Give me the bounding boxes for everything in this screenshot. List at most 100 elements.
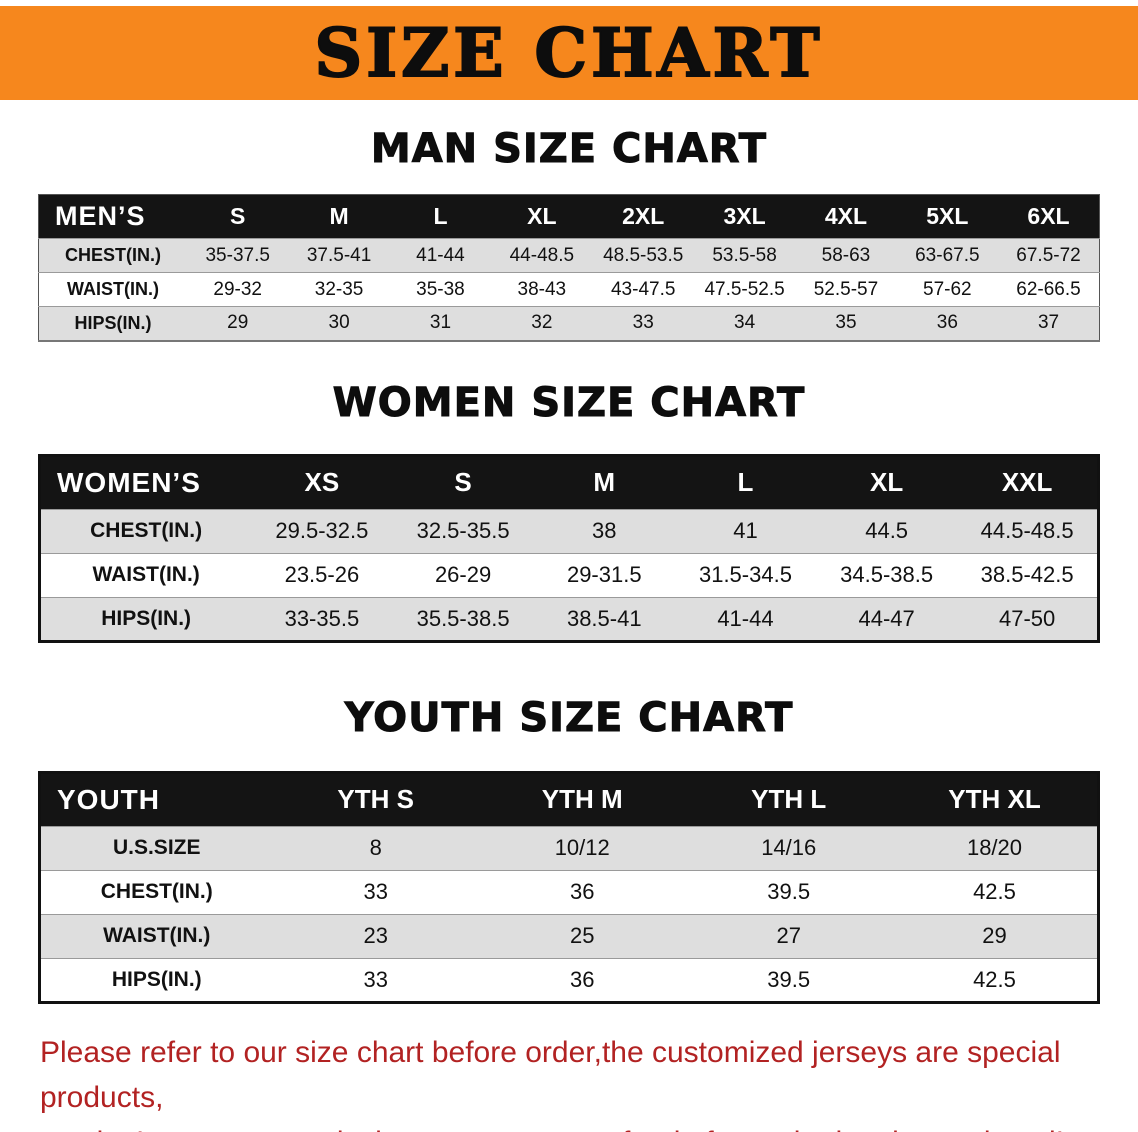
section-women: WOMEN SIZE CHART WOMEN’S XS S M L XL XXL CHEST(… xyxy=(0,342,1138,643)
size-value: 33 xyxy=(272,869,479,914)
size-value: 42.5 xyxy=(891,869,1099,914)
table-corner-label: WOMEN’S xyxy=(39,455,252,509)
column-header: YTH S xyxy=(272,772,479,826)
size-value: 34 xyxy=(693,306,796,341)
column-header: YTH XL xyxy=(891,772,1099,826)
men-table-wrap: MEN’S S M L XL 2XL 3XL 4XL 5XL 6XL CHEST(IN.) 35-37… xyxy=(38,194,1100,342)
table-row: HIPS(IN.) 33 36 39.5 42.5 xyxy=(39,957,1099,1002)
size-value: 39.5 xyxy=(685,957,892,1002)
women-section-heading: WOMEN SIZE CHART xyxy=(332,379,806,426)
size-value: 26-29 xyxy=(392,552,534,597)
size-value: 37.5-41 xyxy=(288,238,390,273)
size-value: 29.5-32.5 xyxy=(251,508,393,553)
size-value: 37 xyxy=(998,306,1100,341)
women-table-wrap: WOMEN’S XS S M L XL XXL CHEST(IN.) 29.5-32.5 32.5… xyxy=(38,453,1100,643)
size-value: 41-44 xyxy=(674,596,817,641)
size-value: 32-35 xyxy=(288,272,390,307)
table-row: HIPS(IN.) 33-35.5 35.5-38.5 38.5-41 41-44 44-… xyxy=(39,596,1099,641)
table-row: U.S.SIZE 8 10/12 14/16 18/20 xyxy=(39,825,1099,870)
men-size-table: MEN’S S M L XL 2XL 3XL 4XL 5XL 6XL CHEST(IN.) 35-37… xyxy=(38,194,1100,342)
row-label: U.S.SIZE xyxy=(39,825,273,870)
table-header-row: YOUTH YTH S YTH M YTH L YTH XL xyxy=(39,772,1099,826)
column-header: XS xyxy=(251,455,393,509)
size-value: 47-50 xyxy=(957,596,1099,641)
table-row: HIPS(IN.) 29 30 31 32 33 34 35 36 37 xyxy=(38,306,1100,341)
size-value: 33-35.5 xyxy=(251,596,393,641)
column-header: 5XL xyxy=(896,194,999,239)
youth-table-wrap: YOUTH YTH S YTH M YTH L YTH XL U.S.SIZE 8 10/12… xyxy=(38,770,1100,1004)
size-value: 29-32 xyxy=(187,272,289,307)
column-header: 2XL xyxy=(592,194,694,239)
men-section-heading: MAN SIZE CHART xyxy=(370,126,768,173)
size-value: 34.5-38.5 xyxy=(816,552,958,597)
size-value: 14/16 xyxy=(685,825,892,870)
size-value: 58-63 xyxy=(795,238,897,273)
column-header: S xyxy=(187,194,289,239)
size-value: 38-43 xyxy=(491,272,593,307)
row-label: HIPS(IN.) xyxy=(39,957,273,1002)
size-value: 43-47.5 xyxy=(592,272,694,307)
size-value: 23.5-26 xyxy=(251,552,393,597)
size-value: 10/12 xyxy=(478,825,686,870)
column-header: S xyxy=(392,455,534,509)
size-value: 35-38 xyxy=(389,272,492,307)
column-header: 4XL xyxy=(795,194,897,239)
table-row: CHEST(IN.) 35-37.5 37.5-41 41-44 44-48.5 48.5… xyxy=(38,238,1100,273)
size-value: 41-44 xyxy=(389,238,492,273)
section-men: MAN SIZE CHART MEN’S S M L XL 2XL 3XL 4XL 5XL 6XL… xyxy=(0,100,1138,342)
size-value: 32.5-35.5 xyxy=(392,508,534,553)
column-header: XL xyxy=(816,455,958,509)
size-value: 38.5-42.5 xyxy=(957,552,1099,597)
column-header: 6XL xyxy=(998,194,1100,239)
column-header: YTH M xyxy=(478,772,686,826)
column-header: YTH L xyxy=(685,772,892,826)
size-value: 18/20 xyxy=(891,825,1099,870)
size-value: 36 xyxy=(478,957,686,1002)
footer-note-line-2: we don’t accept cancel, change, teturn o… xyxy=(40,1120,1098,1132)
banner: SIZE CHART xyxy=(0,6,1138,100)
size-value: 31.5-34.5 xyxy=(674,552,817,597)
size-value: 62-66.5 xyxy=(998,272,1100,307)
size-value: 30 xyxy=(288,306,390,341)
size-value: 36 xyxy=(896,306,999,341)
size-value: 44-47 xyxy=(816,596,958,641)
size-value: 42.5 xyxy=(891,957,1099,1002)
youth-section-heading: YOUTH SIZE CHART xyxy=(344,694,794,741)
row-label: HIPS(IN.) xyxy=(39,596,252,641)
size-value: 32 xyxy=(491,306,593,341)
size-value: 33 xyxy=(592,306,694,341)
size-value: 29 xyxy=(187,306,289,341)
size-value: 31 xyxy=(389,306,492,341)
size-value: 47.5-52.5 xyxy=(693,272,796,307)
size-value: 53.5-58 xyxy=(693,238,796,273)
table-row: CHEST(IN.) 29.5-32.5 32.5-35.5 38 41 44.5 44.5… xyxy=(39,508,1099,553)
size-value: 35.5-38.5 xyxy=(392,596,534,641)
size-value: 29-31.5 xyxy=(533,552,675,597)
column-header: XXL xyxy=(957,455,1099,509)
table-row: WAIST(IN.) 23 25 27 29 xyxy=(39,913,1099,958)
row-label: HIPS(IN.) xyxy=(38,306,188,341)
row-label: WAIST(IN.) xyxy=(38,272,188,307)
footer-note: Please refer to our size chart before or… xyxy=(40,1030,1098,1132)
size-value: 38.5-41 xyxy=(533,596,675,641)
size-value: 33 xyxy=(272,957,479,1002)
size-value: 44.5-48.5 xyxy=(957,508,1099,553)
table-row: WAIST(IN.) 23.5-26 26-29 29-31.5 31.5-34.5 34… xyxy=(39,552,1099,597)
row-label: CHEST(IN.) xyxy=(39,869,273,914)
row-label: WAIST(IN.) xyxy=(39,552,252,597)
section-youth: YOUTH SIZE CHART YOUTH YTH S YTH M YTH L YTH… xyxy=(0,643,1138,1004)
column-header: M xyxy=(533,455,675,509)
size-value: 39.5 xyxy=(685,869,892,914)
size-value: 38 xyxy=(533,508,675,553)
size-value: 27 xyxy=(685,913,892,958)
size-value: 35-37.5 xyxy=(187,238,289,273)
table-header-row: MEN’S S M L XL 2XL 3XL 4XL 5XL 6XL xyxy=(38,194,1100,239)
row-label: CHEST(IN.) xyxy=(39,508,252,553)
table-header-row: WOMEN’S XS S M L XL XXL xyxy=(39,455,1099,509)
column-header: L xyxy=(389,194,492,239)
size-value: 67.5-72 xyxy=(998,238,1100,273)
column-header: M xyxy=(288,194,390,239)
size-value: 52.5-57 xyxy=(795,272,897,307)
row-label: CHEST(IN.) xyxy=(38,238,188,273)
